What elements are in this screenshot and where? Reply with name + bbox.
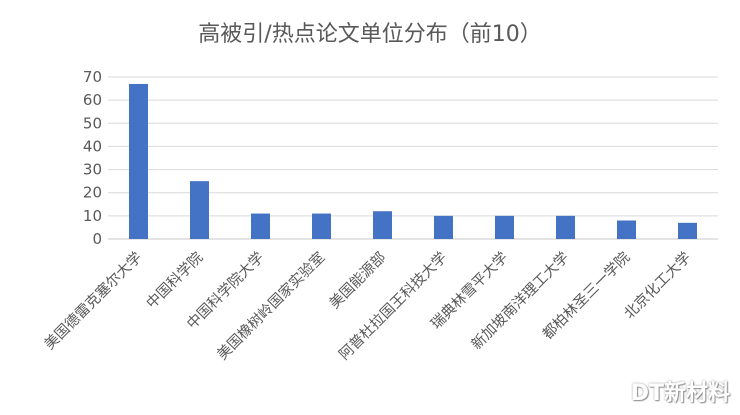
bar xyxy=(495,215,514,239)
y-tick-label: 60 xyxy=(83,91,102,109)
x-tick-label: 中国科学院 xyxy=(143,248,207,312)
x-tick-label: 阿普杜拉国王科技大学 xyxy=(336,249,451,364)
bar xyxy=(678,222,697,239)
x-tick-label: 美国能源部 xyxy=(326,249,389,312)
bar xyxy=(312,213,331,239)
bar xyxy=(190,181,209,239)
bar xyxy=(617,220,636,239)
y-tick-label: 70 xyxy=(83,68,102,86)
bar xyxy=(373,211,392,239)
y-tick-label: 40 xyxy=(83,137,102,155)
bar xyxy=(129,83,148,239)
y-tick-label: 50 xyxy=(83,114,102,132)
bar xyxy=(556,215,575,239)
y-tick-label: 10 xyxy=(83,207,102,225)
y-tick-label: 30 xyxy=(83,161,102,179)
bar xyxy=(251,213,270,239)
y-tick-label: 0 xyxy=(92,230,102,248)
bar xyxy=(434,215,453,239)
x-tick-label: 美国德雷克塞尔大学 xyxy=(40,248,145,353)
watermark: DT新材料 xyxy=(630,381,730,406)
x-tick-label: 美国橡树岭国家实验室 xyxy=(214,249,329,364)
chart-title: 高被引/热点论文单位分布（前10） xyxy=(198,22,542,47)
y-tick-label: 20 xyxy=(83,184,102,202)
